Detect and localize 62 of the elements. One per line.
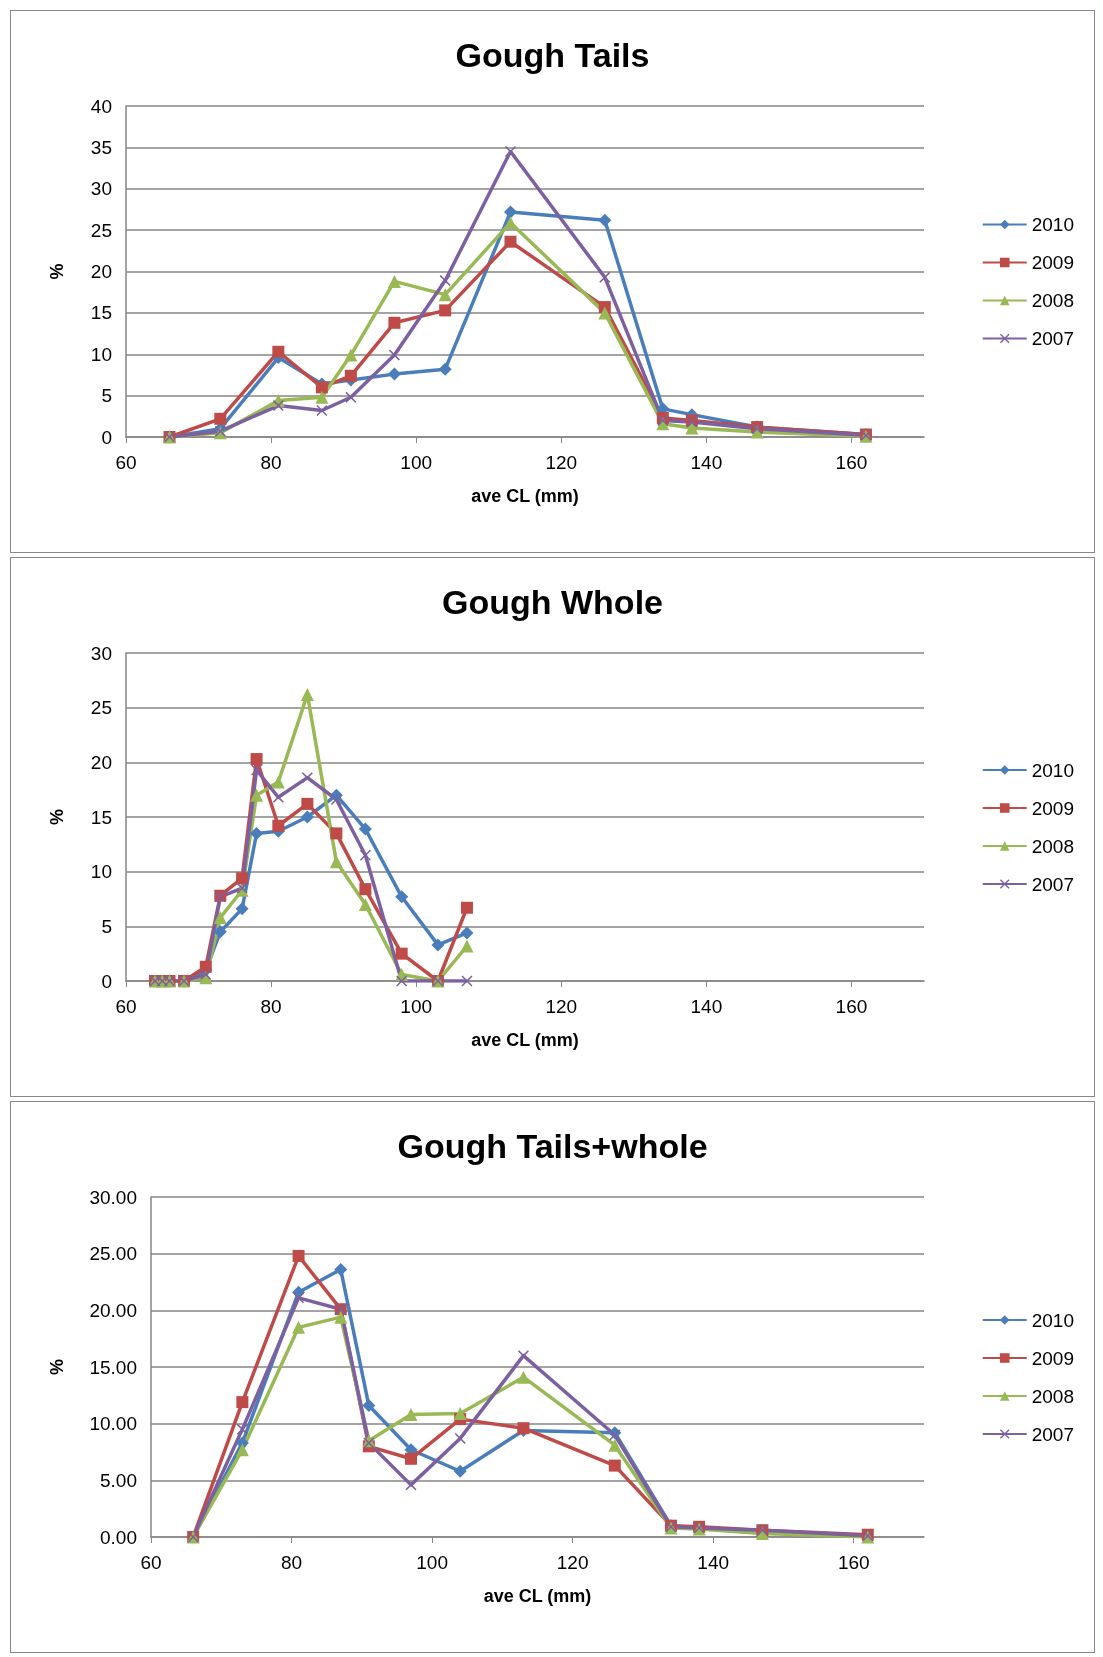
y-tick-label: 5.00 <box>100 1469 137 1491</box>
x-tick-label: 120 <box>545 452 578 473</box>
legend-label: 2008 <box>1031 290 1075 311</box>
legend-label: 2008 <box>1031 1385 1075 1407</box>
x-tick-label: 120 <box>545 996 578 1017</box>
y-tick-label: 0 <box>101 426 112 448</box>
y-tick-label: 25.00 <box>89 1243 137 1265</box>
y-tick-label: 0 <box>101 970 112 992</box>
y-axis-title: % <box>47 1358 67 1376</box>
legend-label: 2009 <box>1031 1347 1075 1369</box>
chart-title: Gough Tails+whole <box>397 1127 708 1165</box>
x-tick-label: 80 <box>260 452 282 473</box>
x-tick-label: 140 <box>690 452 723 473</box>
y-tick-label: 20.00 <box>89 1299 137 1321</box>
legend-label: 2010 <box>1031 214 1075 235</box>
x-tick-label: 120 <box>556 1552 589 1573</box>
legend-label: 2010 <box>1031 1309 1075 1331</box>
y-tick-label: 10 <box>90 861 112 883</box>
y-tick-label: 30 <box>90 178 112 200</box>
y-tick-label: 5 <box>101 915 112 937</box>
legend-label: 2010 <box>1031 759 1075 781</box>
x-tick-label: 60 <box>115 452 137 473</box>
x-tick-label: 140 <box>690 996 723 1017</box>
y-tick-label: 15.00 <box>89 1356 137 1378</box>
x-tick-label: 160 <box>837 1552 870 1573</box>
y-tick-label: 0.00 <box>100 1526 137 1548</box>
x-tick-label: 60 <box>115 996 137 1017</box>
y-tick-label: 20 <box>90 751 112 773</box>
x-tick-label: 160 <box>835 996 868 1017</box>
x-axis-title: ave CL (mm) <box>483 1586 592 1606</box>
x-tick-label: 80 <box>280 1552 303 1573</box>
y-tick-label: 40 <box>90 95 112 117</box>
legend-label: 2007 <box>1031 328 1075 349</box>
legend-label: 2009 <box>1031 252 1075 273</box>
legend-label: 2007 <box>1031 1423 1075 1445</box>
y-axis-title: % <box>47 808 67 826</box>
x-tick-label: 60 <box>140 1552 162 1573</box>
y-tick-label: 30.00 <box>89 1186 137 1208</box>
y-tick-label: 25 <box>90 697 112 719</box>
chart-title: Gough Tails <box>455 36 650 74</box>
x-tick-label: 80 <box>260 996 282 1017</box>
x-axis-title: ave CL (mm) <box>471 486 579 506</box>
y-tick-label: 20 <box>90 261 112 282</box>
y-axis-title: % <box>47 263 67 280</box>
y-tick-label: 5 <box>101 385 112 407</box>
x-tick-label: 140 <box>697 1552 730 1573</box>
x-tick-label: 100 <box>400 996 433 1017</box>
y-tick-label: 25 <box>90 219 112 241</box>
x-axis-title: ave CL (mm) <box>471 1030 579 1050</box>
y-tick-label: 15 <box>90 302 112 324</box>
x-tick-label: 100 <box>400 452 433 473</box>
y-tick-label: 10.00 <box>89 1413 137 1435</box>
legend-label: 2009 <box>1031 797 1075 819</box>
x-tick-label: 100 <box>416 1552 448 1573</box>
y-tick-label: 15 <box>90 806 112 828</box>
x-tick-label: 160 <box>835 452 868 473</box>
y-tick-label: 35 <box>90 136 112 158</box>
y-tick-label: 30 <box>90 642 112 664</box>
y-tick-label: 10 <box>90 343 112 365</box>
legend-label: 2007 <box>1031 873 1075 895</box>
legend-label: 2008 <box>1031 835 1075 857</box>
chart-title: Gough Whole <box>442 583 663 621</box>
